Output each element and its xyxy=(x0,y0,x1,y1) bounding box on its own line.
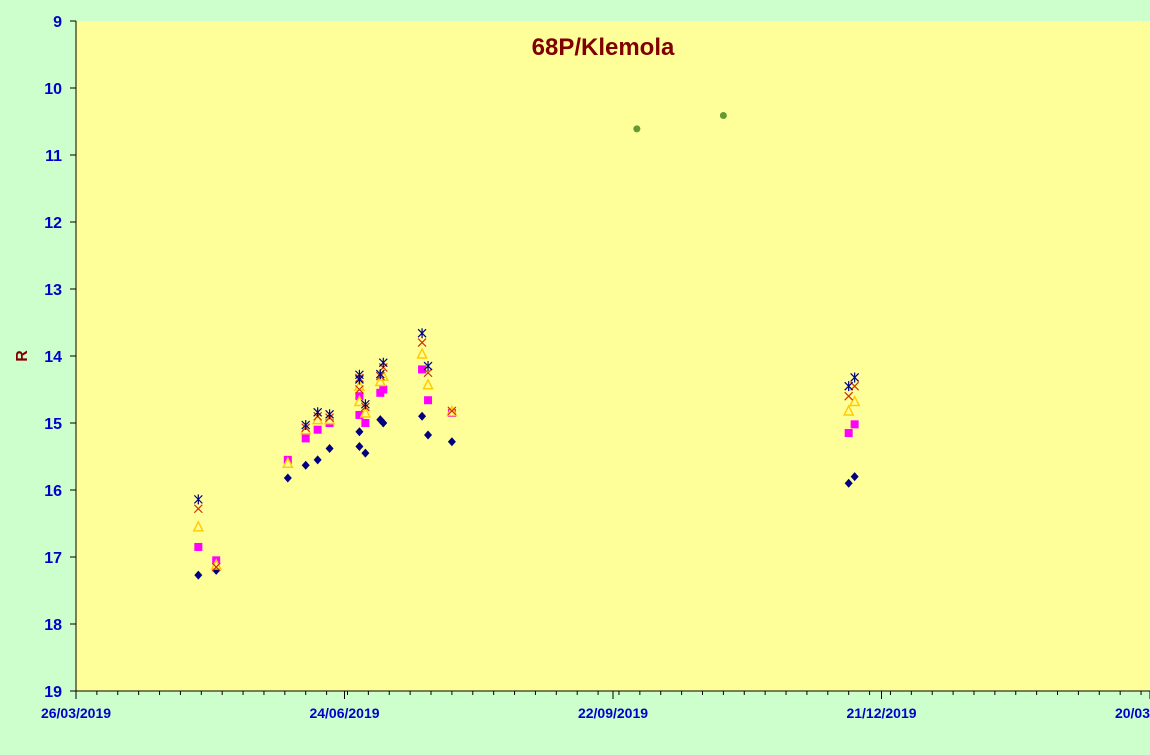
data-point-x xyxy=(447,406,457,416)
data-point-triangle xyxy=(842,404,855,416)
x-tick-label: 21/12/2019 xyxy=(846,705,916,721)
data-point-x xyxy=(211,562,221,572)
data-point-asterisk xyxy=(423,361,433,372)
data-point-x xyxy=(193,504,203,514)
data-point-asterisk xyxy=(313,407,323,418)
y-tick-label: 12 xyxy=(44,215,62,232)
y-tick-label: 18 xyxy=(44,617,62,634)
y-tick-label: 10 xyxy=(44,81,62,98)
data-point-square xyxy=(424,396,433,405)
y-tick-label: 17 xyxy=(44,550,62,567)
data-point-asterisk xyxy=(850,372,860,383)
data-point-square xyxy=(850,420,859,429)
data-point-asterisk xyxy=(378,357,388,368)
x-axis-ticks: 26/03/2019 24/06/2019 22/09/2019 21/12/2019… xyxy=(41,691,1150,721)
data-point-triangle xyxy=(422,378,434,390)
data-point-diamond xyxy=(194,570,203,580)
y-tick-label: 9 xyxy=(53,14,62,31)
data-point-asterisk xyxy=(354,374,364,385)
data-point-triangle xyxy=(282,456,294,468)
y-tick-label: 14 xyxy=(44,349,62,366)
y-tick-label: 13 xyxy=(44,282,62,299)
plot-area xyxy=(76,21,1150,691)
data-point-asterisk xyxy=(193,494,203,505)
data-point-diamond xyxy=(355,441,364,451)
x-tick-label: 20/03/2020 xyxy=(1115,705,1150,721)
data-points xyxy=(192,111,861,580)
data-point-triangle xyxy=(416,347,428,359)
data-point-square xyxy=(301,434,310,443)
data-point-asterisk xyxy=(325,409,335,420)
data-point-diamond xyxy=(850,472,859,482)
y-tick-label: 11 xyxy=(45,148,62,165)
data-point-circle xyxy=(719,111,727,119)
data-point-square xyxy=(844,429,853,438)
data-point-diamond xyxy=(447,437,456,447)
x-tick-label: 22/09/2019 xyxy=(578,705,648,721)
y-tick-label: 19 xyxy=(44,684,62,701)
data-point-triangle xyxy=(848,394,861,407)
data-point-asterisk xyxy=(360,399,370,410)
data-point-asterisk xyxy=(844,381,854,392)
data-point-diamond xyxy=(418,411,427,421)
data-point-triangle xyxy=(359,406,372,418)
data-point-diamond xyxy=(283,473,292,483)
data-point-square xyxy=(418,365,427,374)
data-point-square xyxy=(313,425,322,434)
y-tick-label: 16 xyxy=(44,483,62,500)
data-point-x xyxy=(417,338,427,348)
y-tick-label: 15 xyxy=(44,416,62,433)
data-point-diamond xyxy=(325,443,334,453)
data-point-triangle xyxy=(192,520,205,532)
data-point-square xyxy=(361,419,370,427)
data-point-diamond xyxy=(355,427,364,437)
data-point-x xyxy=(354,385,364,394)
data-point-square xyxy=(379,385,388,394)
y-axis-ticks: 9 10 11 12 13 14 15 16 17 18 19 xyxy=(44,14,76,701)
data-point-diamond xyxy=(301,460,310,470)
data-point-diamond xyxy=(844,478,853,488)
chart-title: 68P/Klemola xyxy=(532,34,675,61)
data-point-x xyxy=(844,391,854,401)
data-point-asterisk xyxy=(301,420,311,431)
x-tick-label: 24/06/2019 xyxy=(309,705,379,721)
data-point-asterisk xyxy=(375,369,385,380)
data-point-diamond xyxy=(424,430,433,440)
data-point-square xyxy=(355,410,364,419)
y-axis-label: R xyxy=(14,350,31,362)
data-point-circle xyxy=(633,125,641,133)
data-point-triangle xyxy=(374,374,387,387)
data-point-diamond xyxy=(361,448,370,458)
data-point-asterisk xyxy=(417,328,427,339)
data-point-diamond xyxy=(379,418,388,428)
data-point-diamond xyxy=(313,455,322,465)
data-point-x xyxy=(423,368,433,378)
data-point-square xyxy=(194,542,203,551)
x-tick-label: 26/03/2019 xyxy=(41,705,111,721)
